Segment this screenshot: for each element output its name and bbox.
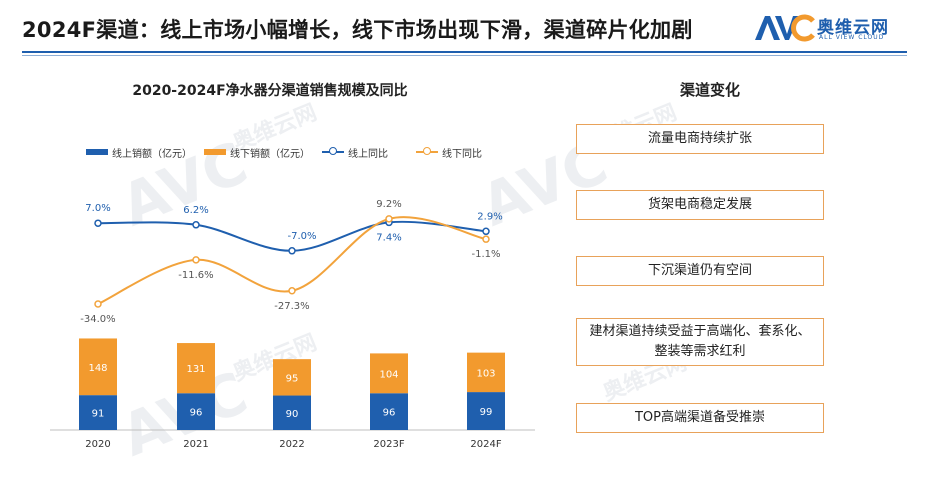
x-tick-label: 2023F — [373, 439, 404, 450]
offline-yoy-label: -27.3% — [274, 301, 309, 312]
offline-yoy-label: -11.6% — [178, 270, 213, 281]
online-yoy-point — [94, 219, 102, 227]
bar-label-online: 96 — [383, 408, 396, 419]
online-yoy-point — [192, 221, 200, 229]
bar-offline — [370, 353, 408, 394]
legend-label: 线上同比 — [348, 149, 388, 160]
brand-logo: 奥维云网 ALL VIEW CLOUD — [753, 10, 903, 46]
bar-online — [273, 395, 311, 430]
x-tick-label: 2020 — [85, 439, 110, 450]
online-yoy-label: 2.9% — [477, 211, 502, 222]
offline-yoy-label: 9.2% — [376, 199, 401, 210]
change-item: 流量电商持续扩张 — [576, 124, 824, 154]
header-divider-thin — [22, 55, 907, 56]
bar-label-online: 91 — [92, 409, 105, 420]
bar-online — [370, 393, 408, 430]
legend-swatch — [204, 149, 226, 155]
x-tick-label: 2021 — [183, 439, 208, 450]
legend-marker — [329, 147, 337, 155]
bar-label-online: 99 — [480, 407, 493, 418]
bar-label-offline: 104 — [379, 369, 398, 380]
bar-label-offline: 103 — [476, 368, 495, 379]
x-tick-label: 2024F — [470, 439, 501, 450]
change-item: 下沉渠道仍有空间 — [576, 256, 824, 286]
logo-english-name: ALL VIEW CLOUD — [819, 34, 885, 41]
bar-offline — [273, 359, 311, 396]
bar-offline — [467, 352, 505, 393]
x-tick-label: 2022 — [279, 439, 304, 450]
offline-yoy-point — [94, 300, 102, 308]
change-item: 建材渠道持续受益于高端化、套系化、整装等需求红利 — [576, 318, 824, 366]
change-item: TOP高端渠道备受推崇 — [576, 403, 824, 433]
legend-label: 线下销额（亿元） — [230, 149, 310, 160]
page-title: 2024F渠道：线上市场小幅增长，线下市场出现下滑，渠道碎片化加剧 — [22, 18, 693, 42]
online-yoy-point — [482, 227, 490, 236]
online-yoy-label: 6.2% — [183, 205, 208, 216]
online-yoy-point — [288, 247, 296, 255]
logo-chinese-name: 奥维云网 — [817, 18, 889, 38]
header: 2024F渠道：线上市场小幅增长，线下市场出现下滑，渠道碎片化加剧 奥维云网 A… — [0, 0, 927, 56]
header-divider — [22, 51, 907, 53]
bar-online — [467, 392, 505, 430]
offline-yoy-label: -1.1% — [471, 249, 500, 260]
offline-yoy-point — [192, 256, 200, 264]
bar-label-online: 90 — [286, 409, 299, 420]
bar-label-offline: 95 — [286, 373, 299, 384]
legend-swatch — [86, 149, 108, 155]
offline-yoy-point — [288, 287, 296, 295]
bar-label-offline: 131 — [186, 364, 205, 375]
bar-offline — [79, 338, 117, 396]
change-item: 货架电商稳定发展 — [576, 190, 824, 220]
online-yoy-label: 7.4% — [376, 232, 401, 243]
offline-yoy-label: -34.0% — [80, 314, 115, 325]
changes-title: 渠道变化 — [679, 81, 740, 99]
avc-logo-icon — [755, 14, 815, 42]
bar-label-online: 96 — [190, 408, 203, 419]
legend-marker — [423, 147, 431, 155]
bar-offline — [177, 343, 215, 394]
bar-online — [177, 393, 215, 430]
legend-label: 线上销额（亿元） — [112, 149, 192, 160]
online-yoy-label: -7.0% — [287, 231, 316, 242]
bar-online — [79, 395, 117, 430]
chart-title: 2020-2024F净水器分渠道销售规模及同比 — [132, 83, 408, 99]
bar-label-offline: 148 — [88, 363, 107, 374]
chart-legend: 线上销额（亿元） 线下销额（亿元） 线上同比 线下同比 — [86, 144, 506, 160]
legend-label: 线下同比 — [442, 149, 482, 160]
online-yoy-label: 7.0% — [85, 203, 110, 214]
offline-yoy-point — [385, 215, 393, 223]
offline-yoy-point — [482, 235, 490, 243]
